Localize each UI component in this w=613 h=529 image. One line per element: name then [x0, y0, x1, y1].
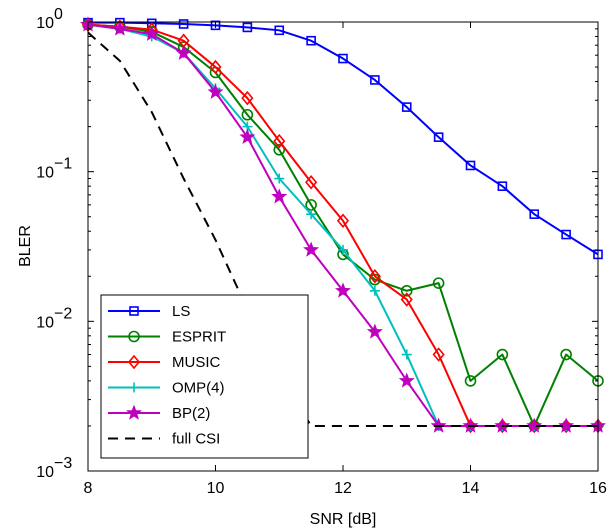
data-point	[401, 349, 412, 360]
data-point	[433, 132, 444, 142]
data-point	[370, 75, 380, 85]
data-point	[338, 53, 348, 64]
data-point	[400, 292, 413, 307]
legend-label: OMP(4)	[172, 380, 225, 397]
data-point	[400, 284, 413, 297]
legend-swatch-marker	[128, 330, 140, 343]
legend-box	[100, 294, 309, 459]
y-tick-exponent: −2	[54, 305, 72, 322]
data-point	[273, 133, 286, 149]
data-point	[526, 417, 543, 433]
data-point	[305, 174, 318, 190]
legend-item-2: MUSIC	[108, 354, 221, 371]
legend: LS ESPRIT MUSIC OMP(4) BP(2) full CSI	[100, 294, 309, 459]
x-axis-label: SNR [dB]	[310, 511, 377, 528]
data-point	[558, 417, 575, 433]
data-point	[366, 323, 383, 339]
y-tick-label: 10	[36, 15, 54, 32]
data-point	[274, 25, 285, 36]
y-tick-exponent: 0	[54, 6, 63, 23]
data-point	[335, 282, 351, 298]
legend-item-0: LS	[108, 303, 190, 320]
data-point	[207, 83, 224, 99]
data-point	[336, 213, 350, 228]
data-point	[143, 25, 160, 41]
series-line	[88, 21, 599, 256]
legend-swatch-marker	[127, 354, 141, 370]
x-tick-label: 16	[589, 480, 607, 497]
y-tick-exponent: −1	[54, 156, 72, 173]
x-tick-label: 10	[207, 480, 225, 497]
y-tick-exponent: −3	[54, 455, 72, 472]
y-tick-label: 10	[36, 464, 54, 481]
data-point	[274, 173, 285, 184]
data-point	[497, 181, 508, 191]
data-point	[401, 102, 412, 112]
data-point	[271, 188, 288, 204]
legend-swatch-marker	[129, 382, 139, 393]
data-point	[465, 160, 476, 171]
data-point	[369, 285, 380, 296]
legend-items: LS ESPRIT MUSIC OMP(4) BP(2) full CSI	[108, 303, 226, 448]
data-point	[338, 244, 348, 255]
data-point	[561, 229, 571, 240]
x-tick-label: 8	[84, 480, 93, 497]
data-point	[175, 44, 192, 60]
data-point	[273, 143, 286, 156]
data-point	[529, 209, 540, 219]
legend-label: full CSI	[172, 431, 220, 448]
data-point	[432, 277, 445, 289]
legend-label: LS	[172, 303, 190, 320]
data-point	[496, 348, 509, 361]
data-point	[242, 22, 253, 33]
data-point	[111, 20, 128, 36]
data-point	[241, 90, 254, 106]
data-point	[178, 19, 189, 29]
y-axis-label: BLER	[17, 225, 34, 267]
data-point	[306, 35, 316, 46]
data-point	[209, 59, 222, 75]
x-tick-label: 12	[334, 480, 352, 497]
data-point	[303, 241, 320, 257]
legend-label: MUSIC	[172, 354, 221, 371]
data-point	[560, 348, 572, 361]
data-point	[464, 375, 477, 387]
y-tick-label: 10	[36, 314, 54, 331]
legend-swatch-marker	[126, 404, 142, 420]
data-point	[210, 20, 221, 31]
data-point	[239, 128, 256, 144]
data-point	[306, 209, 317, 220]
data-point	[398, 372, 415, 388]
legend-item-4: BP(2)	[108, 404, 210, 422]
series-layer	[80, 16, 606, 434]
legend-label: ESPRIT	[172, 329, 226, 346]
data-point	[241, 108, 254, 121]
legend-swatch-marker	[129, 306, 139, 316]
data-point	[432, 347, 445, 362]
legend-label: BP(2)	[172, 405, 210, 422]
legend-item-5: full CSI	[108, 431, 220, 448]
data-point	[368, 269, 381, 284]
legend-item-1: ESPRIT	[108, 329, 226, 346]
y-tick-label: 10	[36, 165, 54, 182]
legend-item-3: OMP(4)	[108, 380, 225, 397]
x-tick-label: 14	[462, 480, 480, 497]
